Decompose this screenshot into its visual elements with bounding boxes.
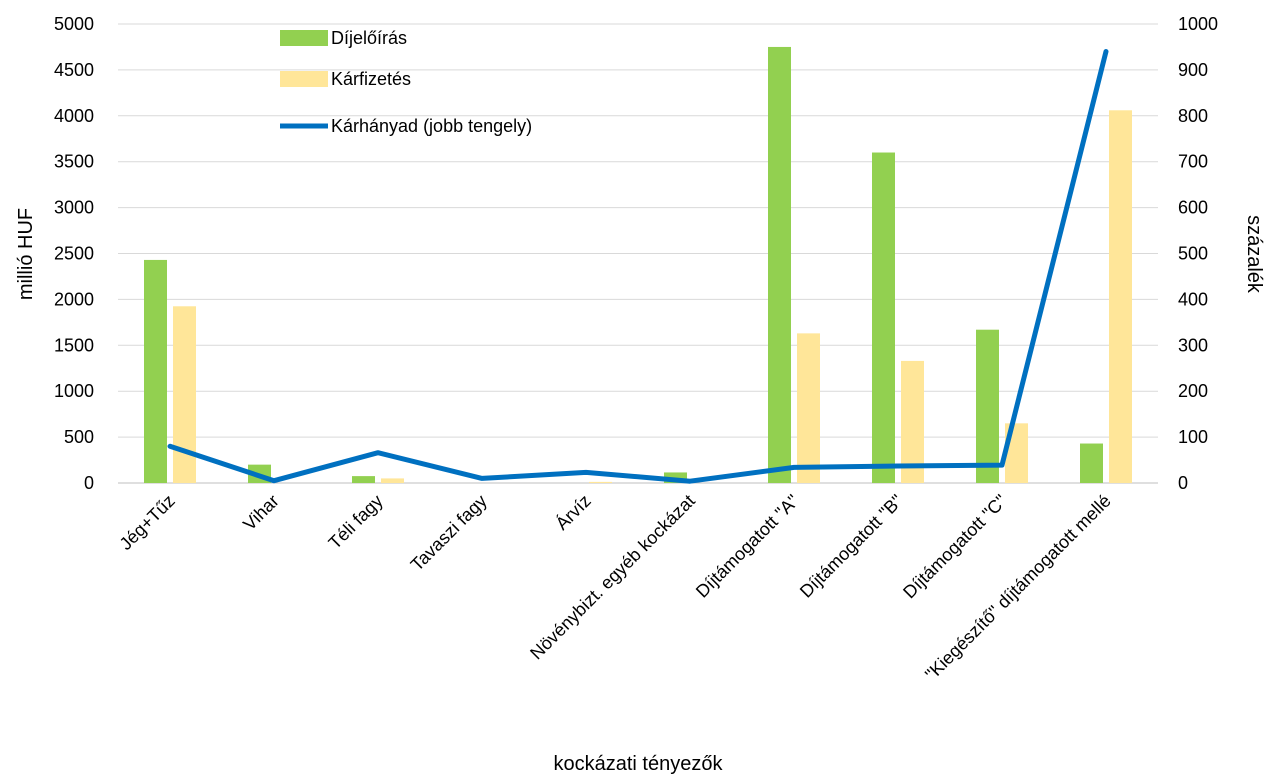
y2-tick-label: 400 [1178,289,1208,309]
bar-karfizetes [901,360,924,483]
y2-axis-title: százalék [1243,215,1264,294]
left-axis-ticks: 0 500 1000 1500 2000 2500 3000 3500 4000 4500 5000 [54,14,94,493]
y-tick-label: 4000 [54,106,94,126]
bar-dijeloiras [144,259,167,483]
y2-tick-label: 200 [1178,381,1208,401]
legend-swatch-dijeloiras [280,30,328,46]
bar-karfizetes [173,306,196,483]
category-label: Növénybizt. egyéb kockázat [526,491,699,664]
y-tick-label: 500 [64,427,94,447]
bars [144,46,1132,484]
category-label: Díjtámogatott "C" [899,491,1011,603]
category-label: Díjtámogatott "B" [796,491,907,602]
y-tick-label: 3500 [54,152,94,172]
y2-tick-label: 100 [1178,427,1208,447]
y2-tick-label: 0 [1178,473,1188,493]
bar-karfizetes [1109,110,1132,484]
category-label: Árvíz [552,491,595,534]
bar-dijeloiras [1080,443,1103,483]
bar-dijeloiras [768,46,791,483]
bar-karfizetes [381,478,404,483]
y2-tick-label: 600 [1178,198,1208,218]
legend-label-karfizetes: Kárfizetés [331,69,411,89]
legend-label-dijeloiras: Díjelőírás [331,28,407,48]
y-tick-label: 2500 [54,244,94,264]
ratio-line [167,49,1109,484]
category-label: Téli fagy [325,491,387,553]
legend: Díjelőírás Kárfizetés Kárhányad (jobb te… [280,28,532,136]
y2-tick-label: 800 [1178,106,1208,126]
y2-tick-label: 300 [1178,335,1208,355]
y2-tick-label: 500 [1178,244,1208,264]
y-tick-label: 3000 [54,198,94,218]
bar-dijeloiras [352,476,375,483]
category-label: Vihar [239,491,283,535]
category-label: Tavaszi fagy [407,491,491,575]
y-tick-label: 1000 [54,381,94,401]
karhanyad-line [167,49,1109,484]
y2-tick-label: 1000 [1178,14,1218,34]
y-tick-label: 5000 [54,14,94,34]
y-tick-label: 1500 [54,335,94,355]
category-label: "Kiegészítő" díjtámogatott mellé [921,491,1115,685]
bar-dijeloiras [976,329,999,483]
y-tick-label: 4500 [54,60,94,80]
right-axis-ticks: 0 100 200 300 400 500 600 700 800 900 1000 [1178,14,1218,493]
category-label: Díjtámogatott "A" [692,491,803,602]
bar-karfizetes [589,481,612,483]
category-label: Jég+Tűz [116,491,179,554]
bar-karfizetes [797,333,820,483]
bar-dijeloiras [872,152,895,483]
gridlines [118,23,1158,484]
legend-swatch-karfizetes [280,71,328,87]
category-labels: Jég+Tűz Vihar Téli fagy Tavaszi fagy ÁrvízNö… [116,491,1115,685]
y2-tick-label: 900 [1178,60,1208,80]
y-axis-title: millió HUF [15,208,37,300]
y-tick-label: 0 [84,473,94,493]
y2-tick-label: 700 [1178,152,1208,172]
x-axis-title: kockázati tényezők [554,753,724,775]
legend-label-karhanyad: Kárhányad (jobb tengely) [331,116,532,136]
y-tick-label: 2000 [54,289,94,309]
